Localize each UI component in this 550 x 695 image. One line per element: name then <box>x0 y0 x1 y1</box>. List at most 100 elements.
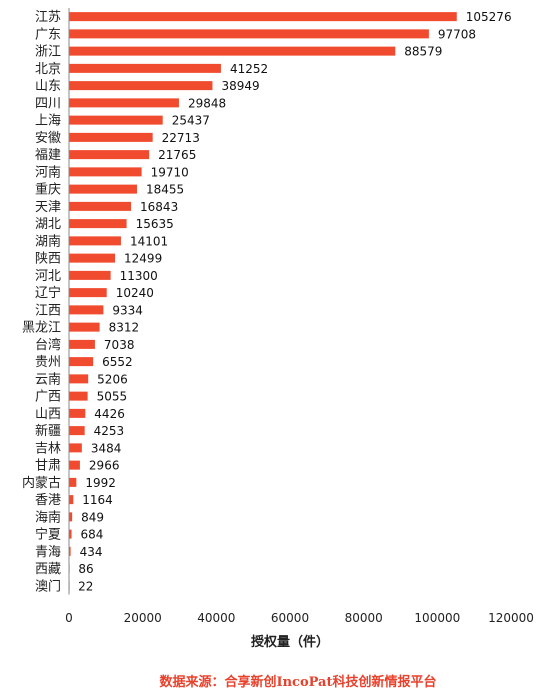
value-label: 16843 <box>140 200 178 214</box>
bar-15 <box>69 270 111 280</box>
category-label: 山西 <box>35 407 61 422</box>
x-tick-label: 100000 <box>414 611 460 625</box>
category-label: 山东 <box>35 79 61 94</box>
bars-group <box>69 12 457 591</box>
bar-18 <box>69 322 100 332</box>
bar-12 <box>69 219 127 229</box>
category-label: 江苏 <box>35 9 61 25</box>
value-label: 684 <box>81 528 104 542</box>
bar-23 <box>69 408 86 418</box>
category-label: 湖北 <box>35 217 61 232</box>
category-label: 西藏 <box>35 562 61 577</box>
value-label: 6552 <box>102 355 133 369</box>
x-tick-label: 0 <box>65 611 73 625</box>
bar-30 <box>69 529 72 539</box>
category-label: 黑龙江 <box>22 321 61 336</box>
x-tick-label: 40000 <box>197 611 235 625</box>
category-label: 广西 <box>35 390 61 405</box>
bar-1 <box>69 29 429 39</box>
category-label: 辽宁 <box>35 285 61 301</box>
bar-25 <box>69 443 82 453</box>
x-axis-title: 授权量（件） <box>251 634 329 650</box>
value-label: 14101 <box>130 234 168 248</box>
category-label: 澳门 <box>35 578 61 594</box>
x-tick-label: 20000 <box>124 611 162 625</box>
category-label: 河南 <box>35 164 61 180</box>
bar-5 <box>69 98 179 108</box>
value-label: 849 <box>81 510 104 524</box>
bar-13 <box>69 236 121 246</box>
bar-24 <box>69 426 85 436</box>
bar-19 <box>69 339 95 349</box>
bar-7 <box>69 132 153 142</box>
value-label: 10240 <box>116 286 154 300</box>
category-label: 贵州 <box>35 355 61 370</box>
x-tick-label: 80000 <box>345 611 383 625</box>
category-label: 江西 <box>35 303 61 318</box>
value-label: 7038 <box>104 338 135 352</box>
category-label: 湖南 <box>35 233 61 249</box>
bar-16 <box>69 288 107 298</box>
bar-0 <box>69 12 457 22</box>
category-label: 浙江 <box>35 45 61 60</box>
value-label: 434 <box>80 545 103 559</box>
value-label: 1992 <box>85 476 116 490</box>
category-label: 云南 <box>35 371 61 387</box>
bar-21 <box>69 374 89 384</box>
bar-28 <box>69 495 74 505</box>
value-label: 22 <box>78 579 93 593</box>
category-label: 陕西 <box>35 252 61 267</box>
value-labels: 105276 97708 88579 41252 38949 29848 25437 2271… <box>78 10 511 593</box>
category-label: 上海 <box>35 114 61 129</box>
category-label: 北京 <box>35 62 61 77</box>
category-label: 四川 <box>35 96 61 111</box>
value-label: 9334 <box>112 303 143 317</box>
value-label: 29848 <box>188 96 226 110</box>
value-label: 5055 <box>97 390 128 404</box>
source-note: 数据来源：合享新创IncoPat科技创新情报平台 <box>160 674 437 690</box>
bar-3 <box>69 63 221 73</box>
value-label: 1164 <box>82 493 113 507</box>
category-label: 台湾 <box>35 337 61 353</box>
bar-14 <box>69 253 116 263</box>
value-label: 2966 <box>89 459 120 473</box>
bar-9 <box>69 167 142 177</box>
bar-17 <box>69 305 104 315</box>
bar-6 <box>69 115 163 125</box>
value-label: 86 <box>78 562 93 576</box>
value-label: 97708 <box>438 27 476 41</box>
bar-27 <box>69 477 77 487</box>
bar-11 <box>69 201 132 211</box>
value-label: 22713 <box>162 131 200 145</box>
x-tick-label: 120000 <box>488 611 534 625</box>
value-label: 25437 <box>172 114 210 128</box>
value-label: 19710 <box>151 165 189 179</box>
value-label: 88579 <box>404 45 442 59</box>
category-labels: 江苏广东浙江北京山东四川上海安徽福建河南重庆天津湖北湖南陕西河北辽宁江西黑龙江台… <box>22 9 61 594</box>
value-label: 18455 <box>146 183 184 197</box>
category-label: 海南 <box>35 509 61 525</box>
bar-4 <box>69 81 213 91</box>
category-label: 河北 <box>35 269 61 284</box>
value-label: 3484 <box>91 441 122 455</box>
value-label: 11300 <box>120 269 158 283</box>
value-label: 5206 <box>97 372 128 386</box>
category-label: 广东 <box>35 27 61 42</box>
category-label: 青海 <box>35 545 61 560</box>
value-label: 105276 <box>466 10 512 24</box>
value-label: 8312 <box>109 321 140 335</box>
category-label: 天津 <box>35 200 61 215</box>
value-label: 41252 <box>230 62 268 76</box>
value-label: 21765 <box>158 148 196 162</box>
value-label: 15635 <box>136 217 174 231</box>
bar-20 <box>69 357 94 367</box>
x-tick-labels: 0 20000 40000 60000 80000 100000 120000 <box>65 611 534 625</box>
category-label: 香港 <box>35 493 61 508</box>
category-label: 新疆 <box>35 423 61 439</box>
value-label: 4253 <box>94 424 125 438</box>
category-label: 甘肃 <box>35 459 61 474</box>
bar-2 <box>69 46 396 56</box>
x-tick-label: 60000 <box>271 611 309 625</box>
bar-31 <box>69 546 71 556</box>
